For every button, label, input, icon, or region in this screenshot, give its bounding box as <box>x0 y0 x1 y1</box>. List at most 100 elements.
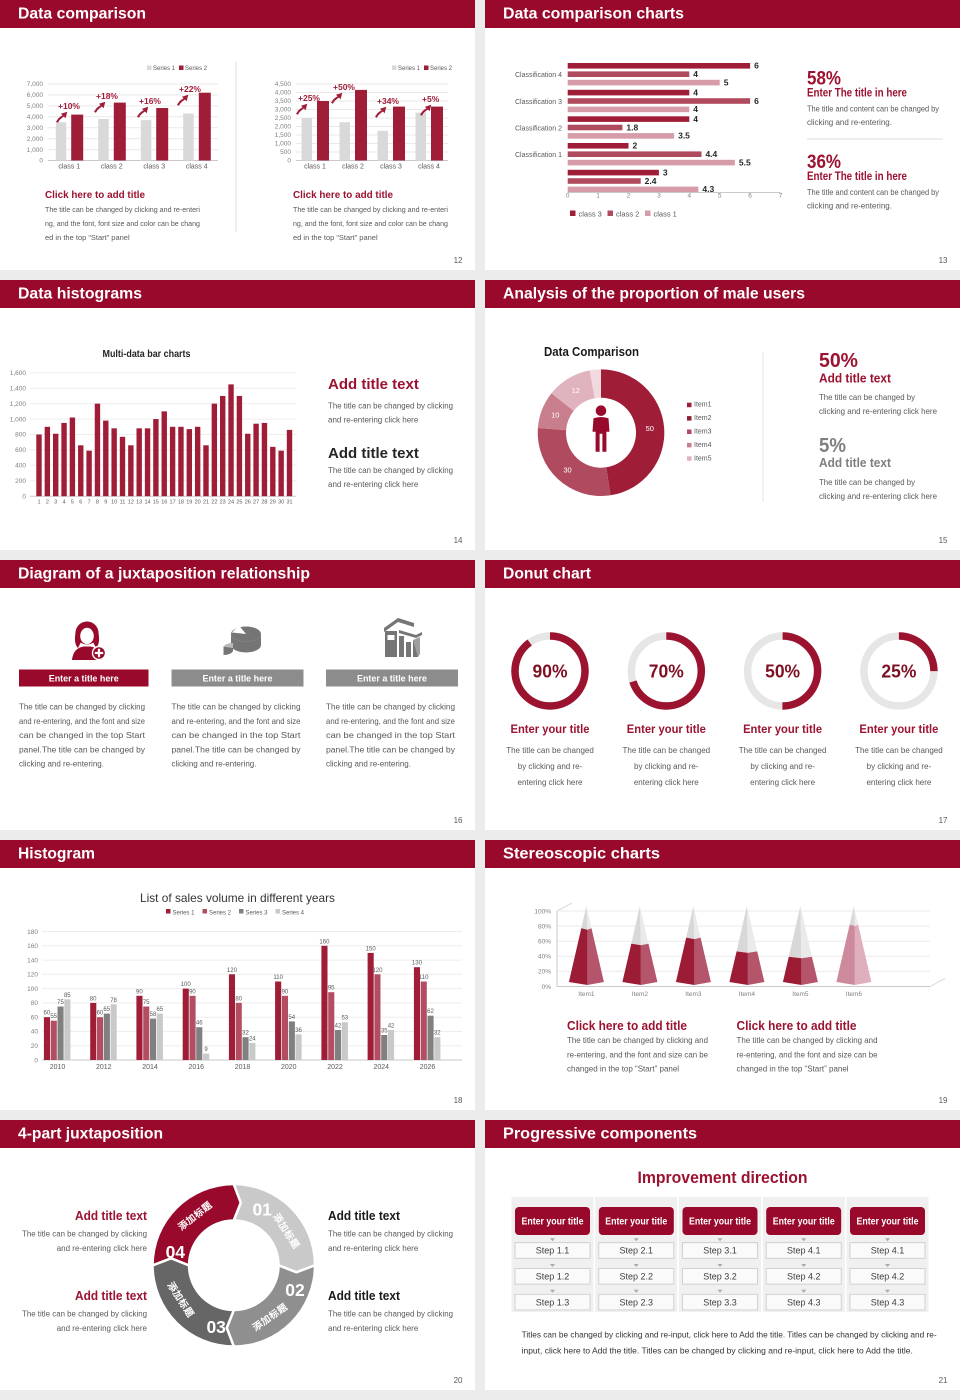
svg-text:+18%: +18% <box>96 91 118 101</box>
svg-text:Item5: Item5 <box>792 991 809 998</box>
svg-text:65: 65 <box>103 1007 110 1013</box>
svg-text:2026: 2026 <box>420 1064 436 1071</box>
svg-text:0: 0 <box>287 158 291 165</box>
svg-text:150: 150 <box>366 946 377 952</box>
svg-text:The title can be changed by: The title can be changed by <box>819 478 915 487</box>
svg-text:40%: 40% <box>538 954 551 961</box>
svg-text:27: 27 <box>253 500 259 506</box>
svg-text:62: 62 <box>427 1009 434 1015</box>
svg-text:+22%: +22% <box>179 84 201 94</box>
svg-text:Histogram: Histogram <box>18 846 95 863</box>
svg-text:100: 100 <box>27 986 38 993</box>
svg-text:Donut chart: Donut chart <box>503 566 592 583</box>
svg-text:Series 2: Series 2 <box>209 910 231 917</box>
svg-text:180: 180 <box>27 929 38 936</box>
svg-text:clicking and re-entering.: clicking and re-entering. <box>326 760 411 769</box>
svg-text:Series 1: Series 1 <box>398 65 420 72</box>
svg-text:14: 14 <box>144 500 150 506</box>
svg-text:3,000: 3,000 <box>275 107 292 114</box>
svg-text:Enter The title in here: Enter The title in here <box>807 171 907 183</box>
svg-text:10: 10 <box>551 411 559 420</box>
svg-text:by clicking and re-: by clicking and re- <box>634 762 699 771</box>
svg-text:6: 6 <box>748 193 752 200</box>
svg-text:Item4: Item4 <box>739 991 756 998</box>
svg-text:13: 13 <box>939 256 948 265</box>
svg-text:5: 5 <box>718 193 722 200</box>
svg-text:changed in the top “Start” pan: changed in the top “Start” panel <box>737 1065 849 1074</box>
svg-text:Step 1.1: Step 1.1 <box>536 1246 570 1256</box>
svg-text:5: 5 <box>724 77 729 87</box>
svg-text:4: 4 <box>693 114 698 124</box>
svg-text:Stereoscopic charts: Stereoscopic charts <box>503 846 660 863</box>
svg-text:20: 20 <box>454 1376 463 1385</box>
svg-text:The title can be changed by cl: The title can be changed by clicking <box>328 466 453 475</box>
svg-text:3: 3 <box>663 167 668 177</box>
svg-text:+25%: +25% <box>298 93 320 103</box>
svg-text:Item5: Item5 <box>694 455 712 462</box>
svg-text:Data Comparison: Data Comparison <box>544 345 639 359</box>
svg-text:1,000: 1,000 <box>10 416 27 423</box>
svg-text:2016: 2016 <box>188 1064 204 1071</box>
svg-text:36: 36 <box>295 1028 302 1034</box>
svg-text:9: 9 <box>204 1047 208 1053</box>
svg-text:14: 14 <box>454 536 463 545</box>
svg-text:0: 0 <box>39 158 43 165</box>
svg-text:and re-entering click here: and re-entering click here <box>328 1324 419 1333</box>
svg-text:can be changed in the top Star: can be changed in the top Start <box>19 731 146 740</box>
svg-text:clicking and re-entering.: clicking and re-entering. <box>172 760 257 769</box>
svg-text:clicking and re-entering.: clicking and re-entering. <box>807 202 892 211</box>
svg-text:class 1: class 1 <box>58 164 80 171</box>
svg-text:Item3: Item3 <box>694 429 712 436</box>
svg-text:17: 17 <box>170 500 176 506</box>
svg-text:Add title text: Add title text <box>819 455 892 470</box>
svg-text:100%: 100% <box>534 908 551 915</box>
svg-text:Multi-data bar charts: Multi-data bar charts <box>103 349 191 360</box>
svg-text:Series 2: Series 2 <box>185 65 207 72</box>
svg-text:4: 4 <box>693 104 698 114</box>
svg-text:58%: 58% <box>807 69 841 90</box>
svg-text:4,500: 4,500 <box>275 81 292 88</box>
svg-text:28: 28 <box>261 500 267 506</box>
svg-text:ng, and the font, font size an: ng, and the font, font size and color ca… <box>45 219 200 228</box>
svg-text:2: 2 <box>627 193 631 200</box>
svg-text:+10%: +10% <box>58 101 80 111</box>
svg-text:Step 2.3: Step 2.3 <box>619 1297 653 1307</box>
svg-text:140: 140 <box>27 957 38 964</box>
svg-text:Series 3: Series 3 <box>246 910 268 917</box>
svg-text:160: 160 <box>27 943 38 950</box>
svg-text:500: 500 <box>280 149 291 156</box>
svg-text:24: 24 <box>228 500 234 506</box>
svg-text:Step 1.3: Step 1.3 <box>536 1297 570 1307</box>
svg-text:20: 20 <box>195 500 201 506</box>
svg-text:6,000: 6,000 <box>27 92 44 99</box>
svg-text:The title can be changed by cl: The title can be changed by clicking <box>22 1310 147 1319</box>
svg-text:100: 100 <box>181 982 192 988</box>
svg-text:2024: 2024 <box>373 1064 389 1071</box>
svg-text:53: 53 <box>341 1016 348 1022</box>
svg-text:20: 20 <box>31 1043 39 1050</box>
svg-text:clicking and re-entering.: clicking and re-entering. <box>19 760 104 769</box>
svg-text:Item2: Item2 <box>694 415 712 422</box>
svg-text:32: 32 <box>434 1031 441 1037</box>
svg-text:Step 3.1: Step 3.1 <box>703 1246 737 1256</box>
svg-text:4: 4 <box>693 69 698 79</box>
svg-text:40: 40 <box>31 1029 39 1036</box>
svg-text:58: 58 <box>150 1012 157 1018</box>
svg-text:class 3: class 3 <box>143 164 165 171</box>
svg-text:The title and content can be c: The title and content can be changed by <box>807 105 939 114</box>
svg-text:25%: 25% <box>881 662 916 682</box>
svg-text:90: 90 <box>189 989 196 995</box>
svg-text:Diagram of a juxtaposition rel: Diagram of a juxtaposition relationship <box>18 566 310 583</box>
svg-text:17: 17 <box>939 816 948 825</box>
svg-text:1,000: 1,000 <box>27 147 44 154</box>
svg-text:7,000: 7,000 <box>27 81 44 88</box>
svg-text:Add title text: Add title text <box>328 1288 401 1303</box>
svg-text:0: 0 <box>22 493 26 500</box>
svg-text:Titles can be changed by click: Titles can be changed by clicking and re… <box>522 1330 937 1340</box>
svg-text:Progressive components: Progressive components <box>503 1126 697 1143</box>
svg-text:4,000: 4,000 <box>27 114 44 121</box>
svg-text:The title can be changed: The title can be changed <box>622 746 710 755</box>
svg-text:Add title text: Add title text <box>819 371 892 386</box>
svg-text:4: 4 <box>687 193 691 200</box>
svg-text:and re-entering, and the font: and re-entering, and the font and size <box>19 717 146 726</box>
